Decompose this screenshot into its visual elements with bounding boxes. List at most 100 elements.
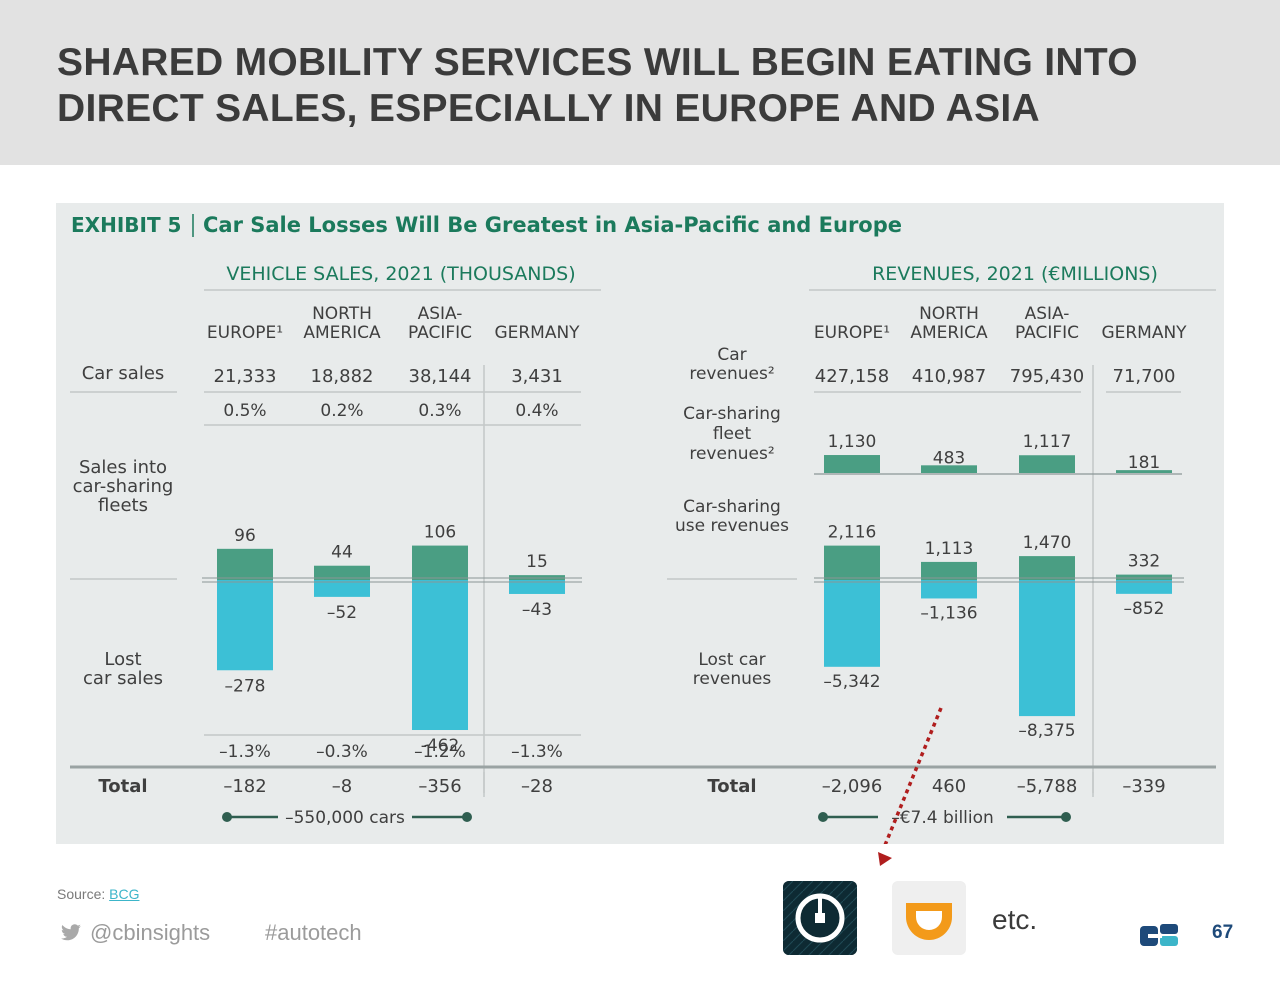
lost-revenue-label: –1,136: [920, 603, 977, 623]
hashtag[interactable]: #autotech: [265, 920, 362, 945]
lost-percent-value: –1.3%: [511, 742, 563, 762]
fleet-sales-bar: [314, 565, 370, 580]
arrow-head-icon: [878, 852, 892, 866]
row-label-fleet-sales: car-sharing: [73, 476, 174, 497]
car-sales-value: 18,882: [311, 366, 374, 387]
fleet-percent-value: 0.5%: [223, 401, 266, 421]
fleet-sales-bar: [412, 545, 468, 580]
twitter-handle[interactable]: @cbinsights: [90, 920, 211, 945]
total-value: –356: [418, 776, 461, 797]
use-revenue-bar: [921, 561, 977, 580]
use-revenue-label: 1,470: [1023, 533, 1072, 553]
fleet-sales-label: 96: [234, 526, 256, 546]
row-label-car-revenues: revenues²: [689, 364, 774, 384]
row-label-lost-car-sales: Lost: [104, 649, 141, 670]
total-value: 460: [932, 776, 966, 797]
fleet-revenue-label: 181: [1128, 453, 1160, 473]
lost-percent-value: –1.3%: [219, 742, 271, 762]
car-sales-value: 38,144: [409, 366, 472, 387]
use-revenue-bar: [1019, 556, 1075, 580]
etc-label: etc.: [992, 904, 1038, 935]
lost-sales-bar: [412, 580, 468, 731]
use-revenue-label: 332: [1128, 552, 1160, 572]
summary-label: –€7.4 billion: [891, 808, 994, 828]
right-section-title: REVENUES, 2021 (€MILLIONS): [872, 263, 1158, 285]
left-col-header: AMERICA: [303, 323, 381, 343]
row-label-fleet-sales: fleets: [98, 495, 148, 516]
twitter-handle-block: @cbinsights: [60, 920, 210, 946]
row-label-fleet-sales: Sales into: [79, 457, 167, 478]
summary-label: –550,000 cars: [285, 808, 405, 828]
row-label-lost-revenues: Lost car: [698, 650, 765, 670]
use-revenue-bar: [824, 545, 880, 580]
cb-insights-logo: [1140, 924, 1178, 946]
row-label-car-revenues: Car: [717, 345, 746, 365]
source-label: Source:: [57, 886, 106, 902]
total-value: –182: [223, 776, 266, 797]
exhibit-panel: EXHIBIT 5 Car Sale Losses Will Be Greates…: [56, 203, 1224, 856]
right-col-header: GERMANY: [1101, 323, 1187, 343]
left-col-header: PACIFIC: [408, 323, 472, 343]
lost-percent-value: –1.2%: [414, 742, 466, 762]
exhibit-chart: EXHIBIT 5 Car Sale Losses Will Be Greates…: [70, 213, 1216, 856]
left-col-header: GERMANY: [494, 323, 580, 343]
fleet-revenue-bar: [824, 455, 880, 473]
car-revenues-value: 795,430: [1010, 366, 1084, 387]
page-number: 67: [1212, 922, 1234, 943]
lost-revenue-bar: [824, 580, 880, 667]
lost-sales-bar: [314, 580, 370, 597]
row-label-car-sales: Car sales: [82, 363, 165, 384]
fleet-revenue-bar: [1116, 470, 1172, 473]
right-col-header-line1: ASIA-: [1025, 304, 1070, 324]
total-value: –2,096: [822, 776, 883, 797]
fleet-percent-value: 0.2%: [320, 401, 363, 421]
lost-revenue-bar: [921, 580, 977, 599]
row-label-lost-car-sales: car sales: [83, 668, 163, 689]
fleet-percent-value: 0.3%: [418, 401, 461, 421]
fleet-sales-label: 15: [526, 552, 548, 572]
lost-revenue-label: –5,342: [823, 672, 880, 692]
row-label-use-revenues: Car-sharing: [683, 497, 781, 517]
fleet-sales-label: 44: [331, 543, 353, 563]
lost-revenue-bar: [1019, 580, 1075, 717]
title-banner: SHARED MOBILITY SERVICES WILL BEGIN EATI…: [0, 0, 1280, 165]
total-value: –8: [332, 776, 352, 797]
didi-app-icon: [892, 881, 966, 955]
total-value: –5,788: [1017, 776, 1078, 797]
lost-sales-bar: [509, 580, 565, 594]
uber-app-icon: [783, 881, 857, 955]
car-sales-value: 3,431: [511, 366, 563, 387]
left-col-header-line1: NORTH: [312, 304, 372, 324]
car-revenues-value: 427,158: [815, 366, 889, 387]
car-sales-value: 21,333: [214, 366, 277, 387]
use-revenue-bar: [1116, 574, 1172, 580]
summary-bracket-end: [818, 812, 828, 822]
right-col-header-line1: NORTH: [919, 304, 979, 324]
fleet-revenue-label: 483: [933, 448, 965, 468]
total-value: –339: [1122, 776, 1165, 797]
fleet-revenue-label: 1,130: [828, 432, 877, 452]
fleet-revenue-bar: [1019, 455, 1075, 473]
right-col-header: AMERICA: [910, 323, 988, 343]
row-label-fleet-revenues: Car-sharing: [683, 404, 781, 424]
source-link[interactable]: BCG: [109, 886, 140, 902]
lost-sales-label: –43: [522, 600, 552, 620]
use-revenue-label: 2,116: [828, 523, 877, 543]
right-col-header: PACIFIC: [1015, 323, 1079, 343]
right-col-header: EUROPE¹: [814, 323, 890, 343]
source-note: Source: BCG: [57, 886, 139, 902]
slide-title: SHARED MOBILITY SERVICES WILL BEGIN EATI…: [57, 41, 1138, 130]
row-label-fleet-revenues: revenues²: [689, 444, 774, 464]
dotted-arrow-line: [879, 707, 943, 856]
car-revenues-value: 410,987: [912, 366, 986, 387]
fleet-revenue-label: 1,117: [1023, 432, 1072, 452]
fleet-sales-label: 106: [424, 523, 456, 543]
total-value: –28: [521, 776, 553, 797]
row-label-fleet-revenues: fleet: [713, 424, 752, 444]
use-revenue-label: 1,113: [925, 539, 974, 559]
left-col-header: EUROPE¹: [207, 323, 283, 343]
fleet-sales-bar: [217, 548, 273, 580]
total-label-right: Total: [707, 776, 756, 797]
summary-bracket-end: [222, 812, 232, 822]
row-label-lost-revenues: revenues: [693, 669, 772, 689]
